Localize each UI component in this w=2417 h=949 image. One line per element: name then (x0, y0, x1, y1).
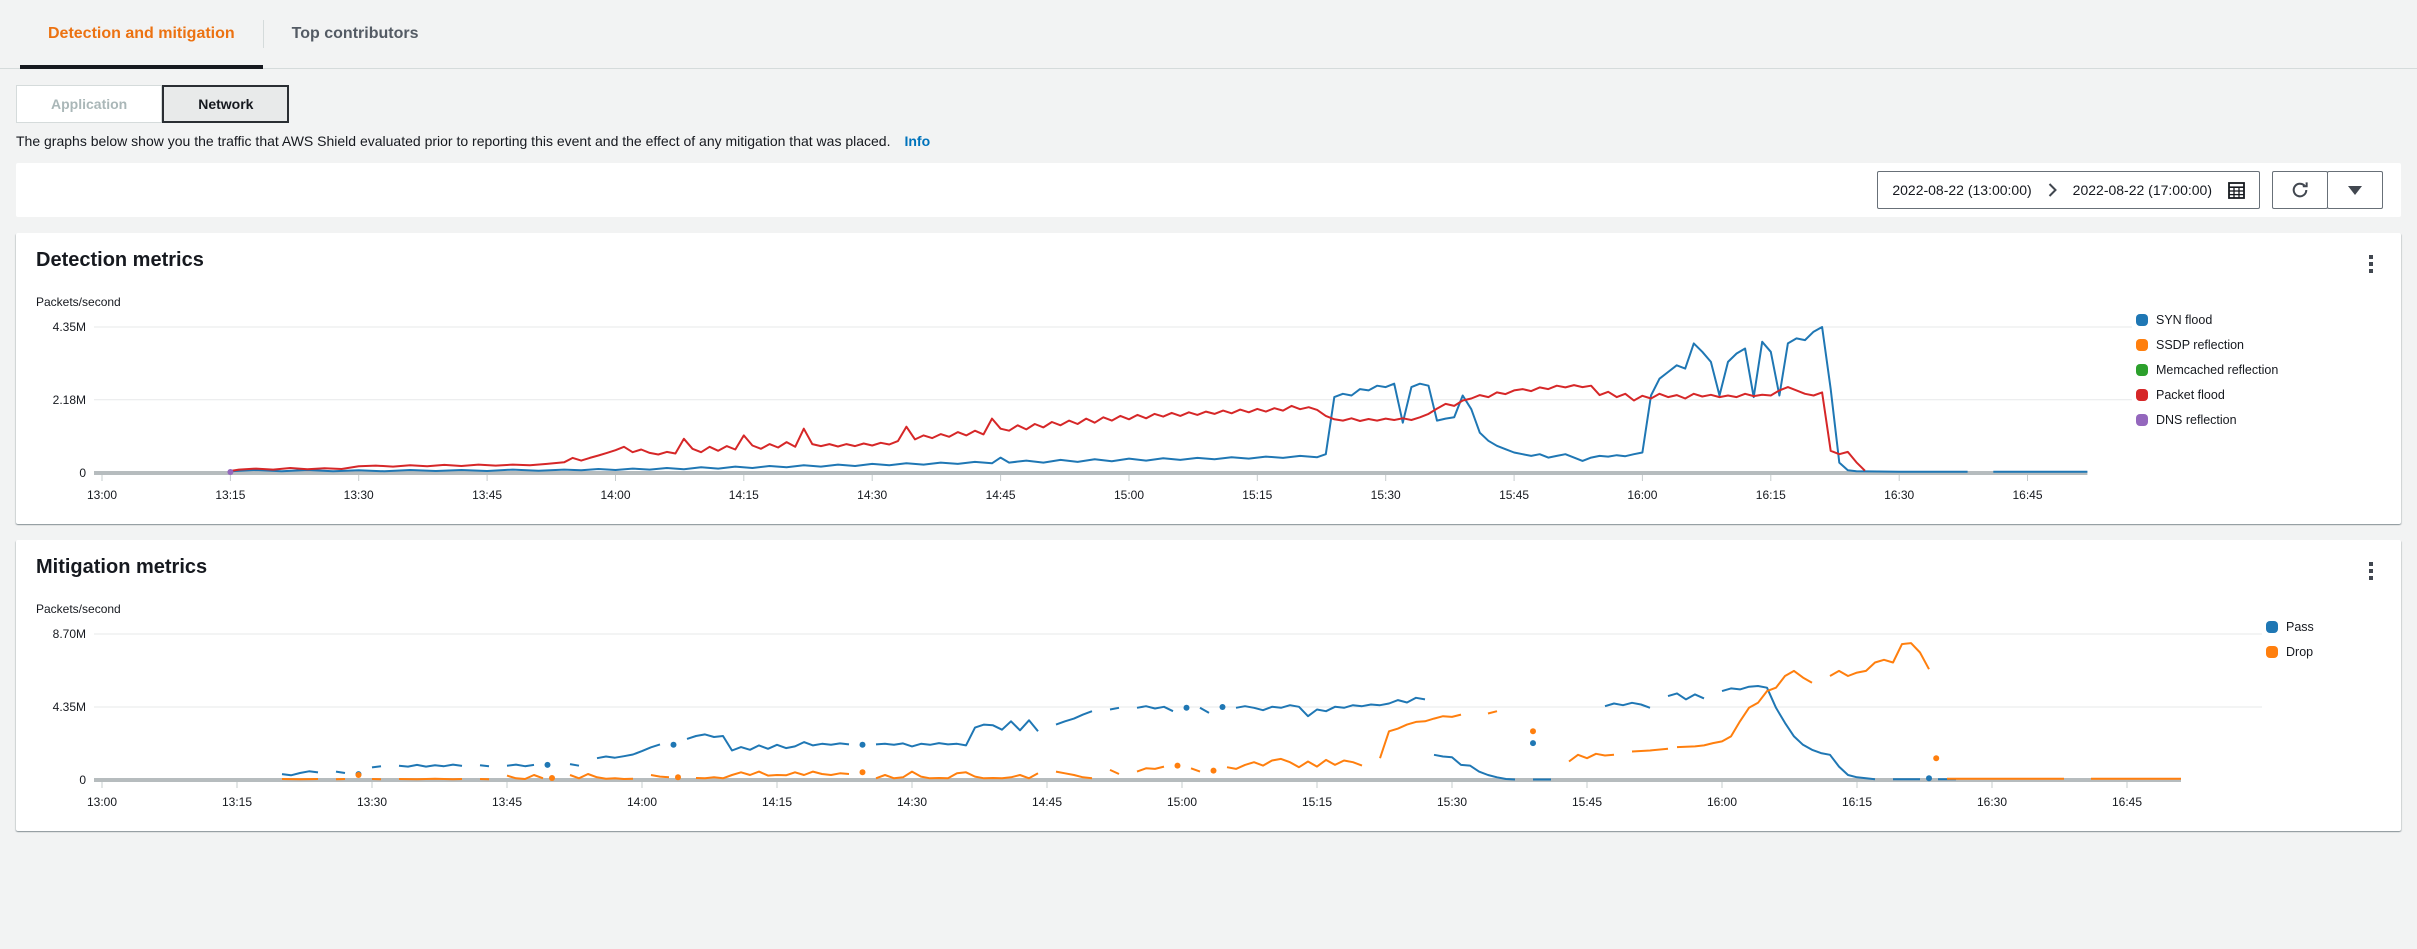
legend-swatch (2136, 414, 2148, 426)
legend-item[interactable]: Pass (2266, 620, 2381, 634)
chart-toolbar: 2022-08-22 (13:00:00) 2022-08-22 (17:00:… (16, 163, 2401, 217)
svg-text:16:30: 16:30 (1884, 488, 1914, 502)
network-toggle-button[interactable]: Network (162, 85, 290, 123)
mitigation-metrics-chart[interactable]: 13:00 13:15 13:30 13:45 14:00 14:15 14:30 14:45… (36, 620, 2266, 816)
detection-metrics-card: Detection metrics Packets/second 13:00 13… (16, 233, 2401, 524)
svg-text:16:45: 16:45 (2112, 795, 2142, 809)
chevron-right-icon (2048, 183, 2057, 197)
svg-text:16:00: 16:00 (1707, 795, 1737, 809)
svg-text:16:15: 16:15 (1756, 488, 1786, 502)
svg-text:14:30: 14:30 (897, 795, 927, 809)
legend-swatch (2136, 389, 2148, 401)
svg-text:13:30: 13:30 (357, 795, 387, 809)
legend-label: Memcached reflection (2156, 363, 2279, 377)
detection-metrics-title: Detection metrics (36, 249, 204, 271)
legend-label: DNS reflection (2156, 413, 2237, 427)
detection-metrics-chart[interactable]: 13:00 13:15 13:30 13:45 14:00 14:15 14:30 14:45… (36, 313, 2136, 509)
legend-swatch (2266, 621, 2278, 633)
tab-divider (262, 20, 264, 48)
legend-item[interactable]: SSDP reflection (2136, 338, 2381, 352)
svg-text:16:30: 16:30 (1977, 795, 2007, 809)
date-range-start: 2022-08-22 (13:00:00) (1892, 182, 2032, 198)
svg-text:13:15: 13:15 (215, 488, 245, 502)
detection-card-menu-button[interactable] (2361, 249, 2381, 279)
svg-text:13:00: 13:00 (87, 488, 117, 502)
svg-text:15:30: 15:30 (1437, 795, 1467, 809)
svg-text:13:00: 13:00 (87, 795, 117, 809)
detection-y-axis-title: Packets/second (36, 295, 121, 309)
svg-text:13:45: 13:45 (492, 795, 522, 809)
mitigation-legend: Pass Drop (2266, 586, 2381, 821)
svg-text:14:45: 14:45 (986, 488, 1016, 502)
svg-text:16:45: 16:45 (2012, 488, 2042, 502)
mitigation-metrics-title: Mitigation metrics (36, 556, 208, 578)
refresh-button[interactable] (2272, 171, 2328, 209)
legend-label: SSDP reflection (2156, 338, 2245, 352)
legend-item[interactable]: DNS reflection (2136, 413, 2381, 427)
svg-text:14:00: 14:00 (627, 795, 657, 809)
layer-toggle: Application Network (16, 85, 290, 123)
svg-text:14:15: 14:15 (762, 795, 792, 809)
legend-label: Pass (2286, 620, 2314, 634)
svg-text:0: 0 (79, 773, 86, 787)
application-toggle-button[interactable]: Application (16, 85, 163, 123)
svg-text:15:15: 15:15 (1302, 795, 1332, 809)
legend-label: Drop (2286, 645, 2314, 659)
description-text: The graphs below show you the traffic th… (16, 133, 931, 149)
tab-bar: Detection and mitigation Top contributor… (0, 0, 2417, 69)
toolbar-buttons (2272, 171, 2383, 209)
date-range-options-button[interactable] (2327, 171, 2383, 209)
mitigation-y-axis-title: Packets/second (36, 602, 121, 616)
svg-text:13:30: 13:30 (344, 488, 374, 502)
svg-text:14:30: 14:30 (857, 488, 887, 502)
date-range-picker[interactable]: 2022-08-22 (13:00:00) 2022-08-22 (17:00:… (1877, 171, 2260, 209)
tab-top-contributors[interactable]: Top contributors (291, 25, 419, 42)
mitigation-metrics-card: Mitigation metrics Packets/second 13:00 1… (16, 540, 2401, 831)
legend-swatch (2136, 364, 2148, 376)
svg-text:13:15: 13:15 (222, 795, 252, 809)
legend-item[interactable]: Drop (2266, 645, 2381, 659)
svg-text:0: 0 (79, 466, 86, 480)
svg-text:15:30: 15:30 (1371, 488, 1401, 502)
legend-item[interactable]: Memcached reflection (2136, 363, 2381, 377)
tab-detection-and-mitigation[interactable]: Detection and mitigation (20, 0, 263, 69)
svg-text:2.18M: 2.18M (53, 393, 86, 407)
svg-text:15:15: 15:15 (1242, 488, 1272, 502)
svg-text:15:45: 15:45 (1572, 795, 1602, 809)
info-link[interactable]: Info (904, 133, 931, 149)
legend-swatch (2266, 646, 2278, 658)
svg-text:16:15: 16:15 (1842, 795, 1872, 809)
legend-label: SYN flood (2156, 313, 2213, 327)
calendar-icon (2228, 181, 2245, 199)
legend-label: Packet flood (2156, 388, 2225, 402)
svg-text:4.35M: 4.35M (53, 320, 86, 334)
refresh-icon (2292, 182, 2308, 198)
svg-text:15:45: 15:45 (1499, 488, 1529, 502)
svg-text:15:00: 15:00 (1114, 488, 1144, 502)
legend-swatch (2136, 314, 2148, 326)
svg-text:15:00: 15:00 (1167, 795, 1197, 809)
svg-text:13:45: 13:45 (472, 488, 502, 502)
svg-text:8.70M: 8.70M (53, 627, 86, 641)
legend-item[interactable]: Packet flood (2136, 388, 2381, 402)
legend-item[interactable]: SYN flood (2136, 313, 2381, 327)
detection-legend: SYN flood SSDP reflection Memcached reflec… (2136, 279, 2381, 514)
date-range-end: 2022-08-22 (17:00:00) (2072, 182, 2212, 198)
svg-text:14:45: 14:45 (1032, 795, 1062, 809)
svg-text:16:00: 16:00 (1627, 488, 1657, 502)
svg-text:14:00: 14:00 (600, 488, 630, 502)
caret-down-icon (2348, 185, 2362, 195)
svg-text:14:15: 14:15 (729, 488, 759, 502)
mitigation-card-menu-button[interactable] (2361, 556, 2381, 586)
legend-swatch (2136, 339, 2148, 351)
svg-text:4.35M: 4.35M (53, 700, 86, 714)
